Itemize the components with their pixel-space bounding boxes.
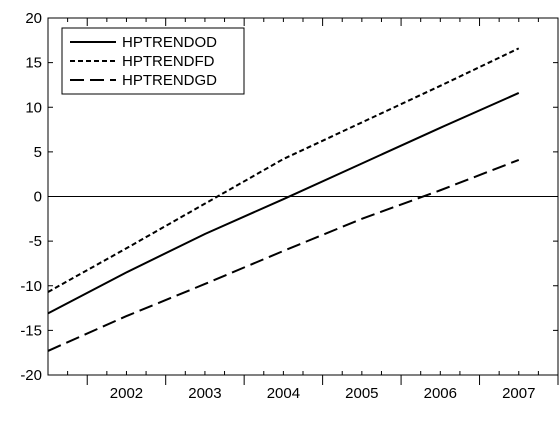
y-tick-label: 5 — [34, 144, 42, 161]
series-line-hptrendod — [47, 92, 520, 315]
x-tick-label: 2007 — [502, 385, 535, 402]
y-tick-label: -5 — [29, 233, 42, 250]
y-tick-label: 10 — [25, 99, 42, 116]
y-tick-label: 20 — [25, 10, 42, 27]
y-tick-label: -10 — [20, 278, 42, 295]
y-tick-label: -20 — [20, 367, 42, 384]
x-tick-label: 2006 — [424, 385, 457, 402]
legend-label: HPTRENDGD — [122, 72, 217, 89]
x-tick-label: 2004 — [267, 385, 300, 402]
y-tick-label: 0 — [34, 189, 42, 206]
axes-layer: -20 -15 -10 -5 0 5 10 15 20 2002 2003 2004 2005 2006 2… — [20, 10, 559, 402]
y-tick-label: 15 — [25, 55, 42, 72]
x-tick-label: 2003 — [188, 385, 221, 402]
series-line-hptrendfd — [47, 47, 520, 293]
series-layer — [47, 47, 520, 352]
legend-label: HPTRENDFD — [122, 53, 215, 70]
legend-label: HPTRENDOD — [122, 34, 217, 51]
x-tick-label: 2005 — [345, 385, 378, 402]
y-tick-label: -15 — [20, 322, 42, 339]
x-tick-label: 2002 — [110, 385, 143, 402]
legend: HPTRENDOD HPTRENDFD HPTRENDGD — [61, 27, 245, 95]
series-line-hptrendgd — [47, 158, 520, 352]
legend-box — [61, 27, 245, 95]
